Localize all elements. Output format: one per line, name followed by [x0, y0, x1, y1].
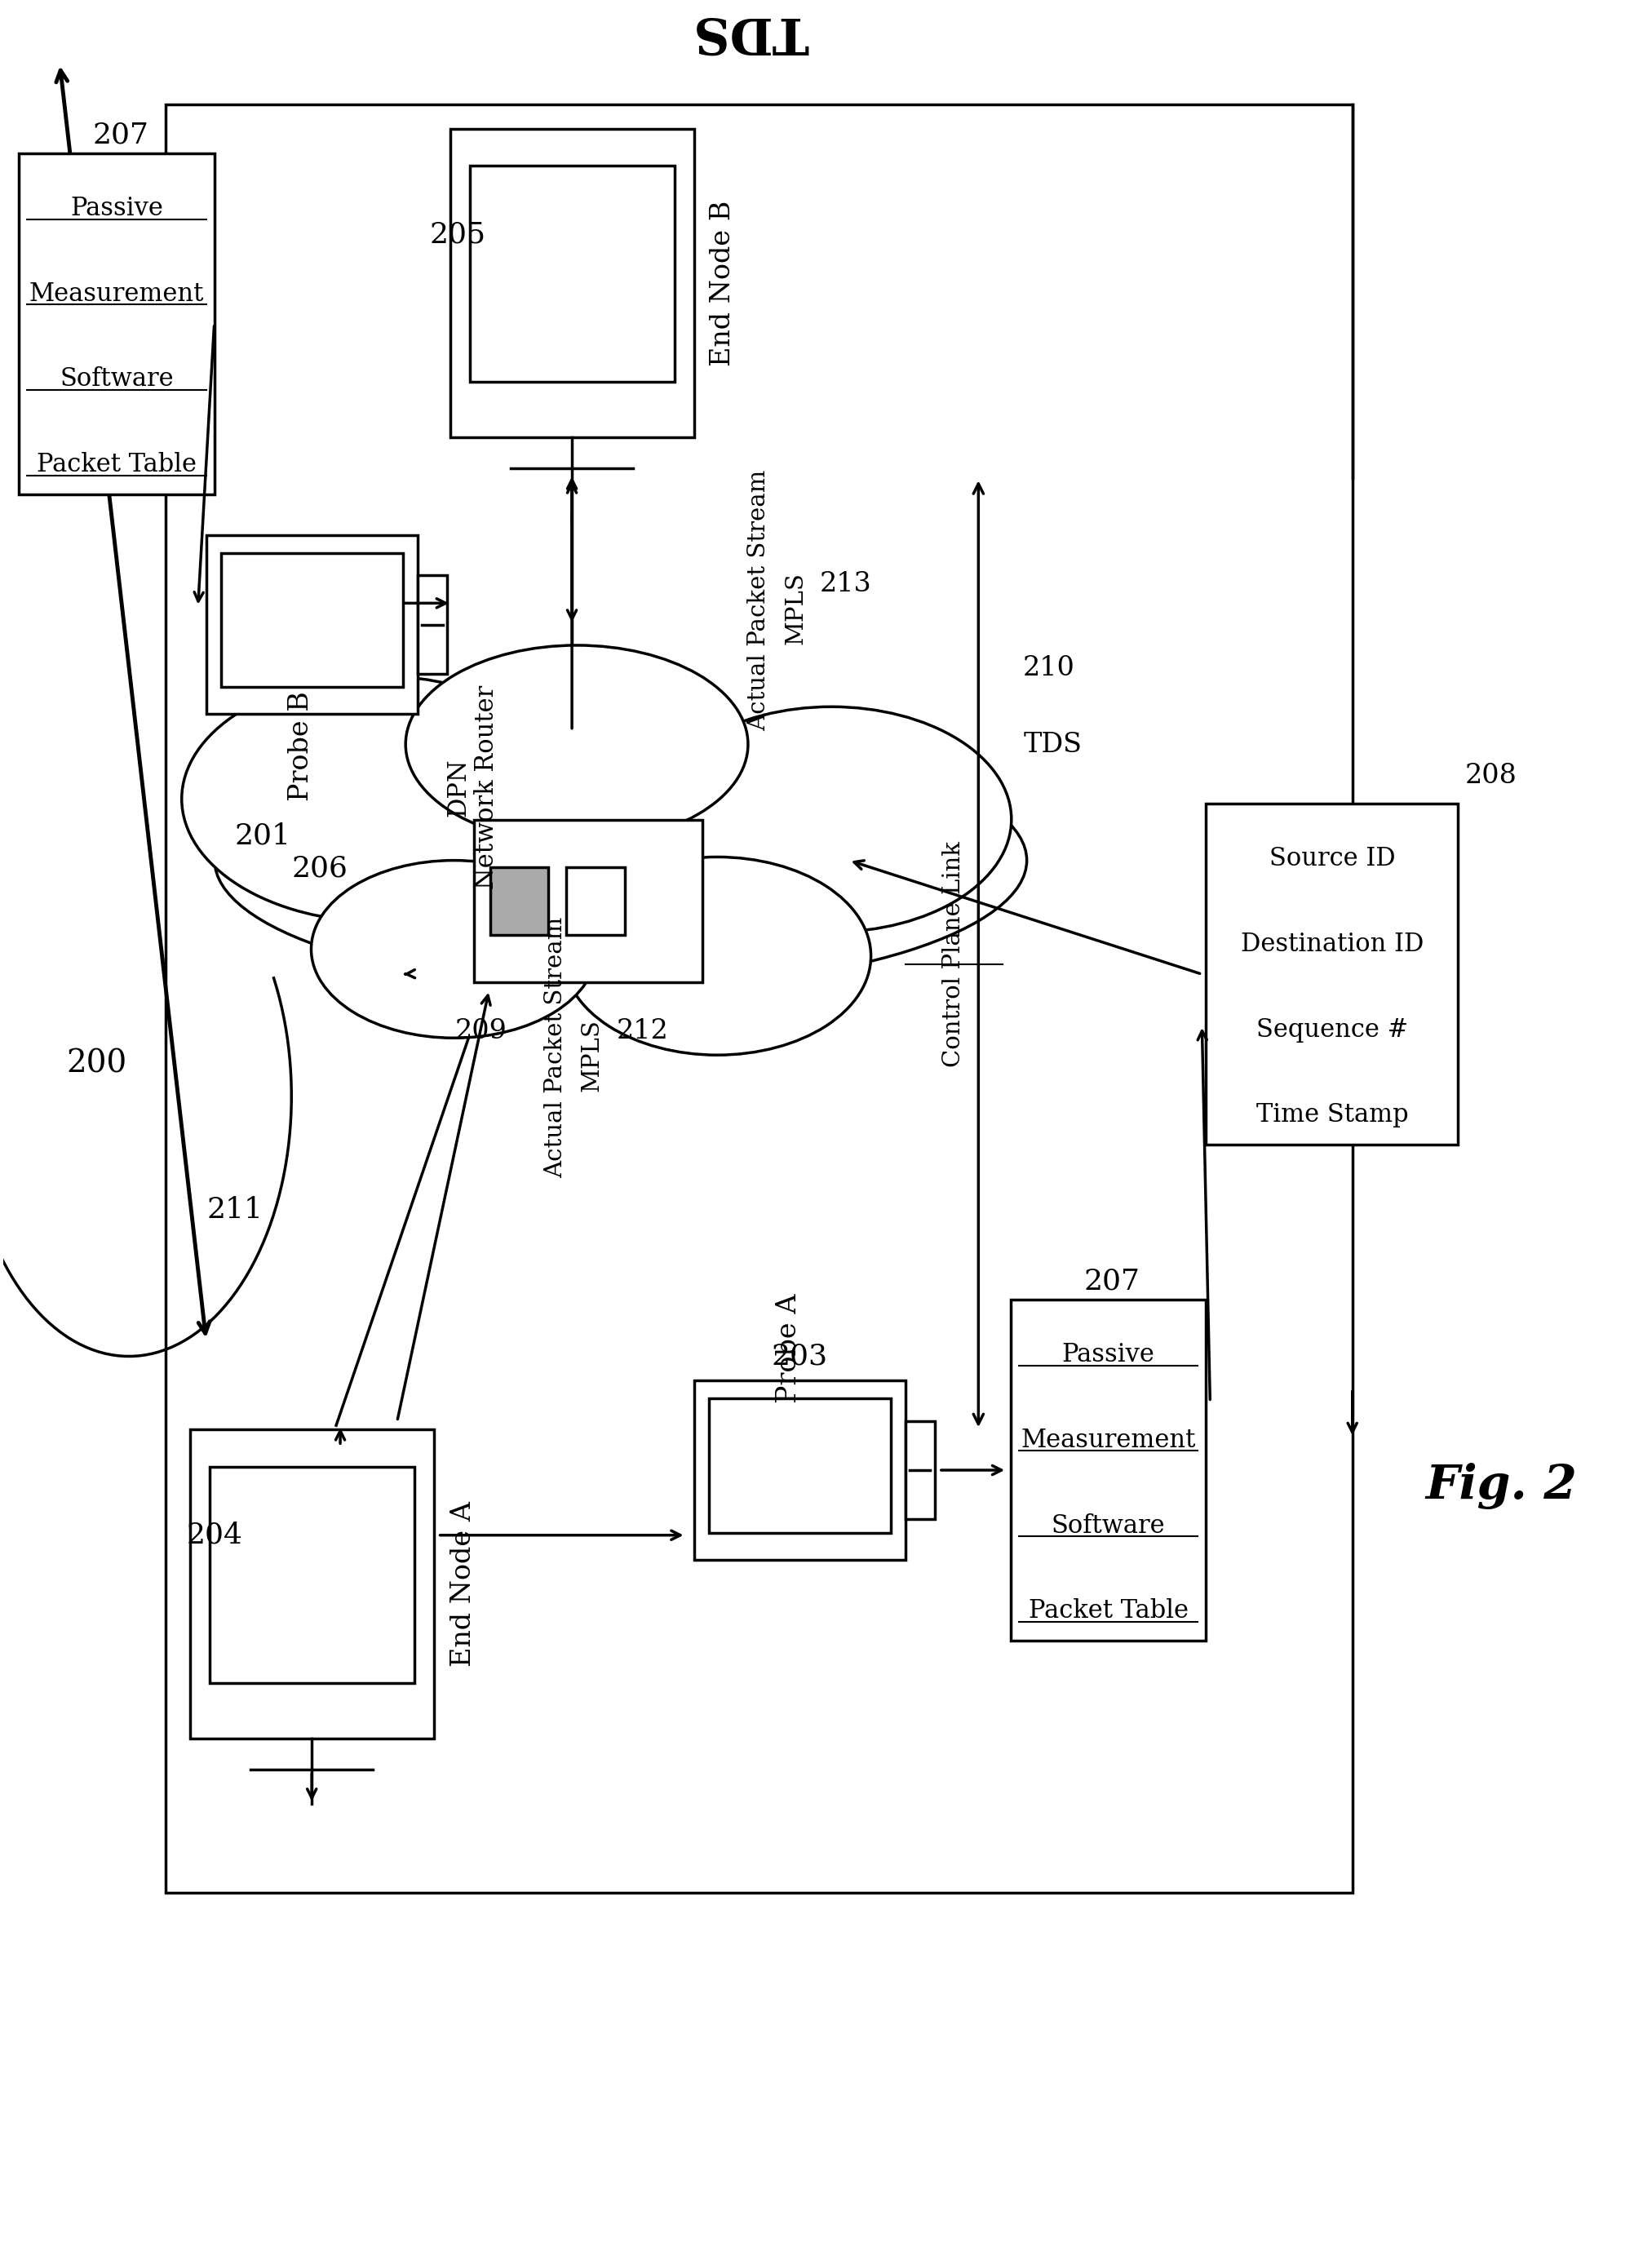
Text: End Node A: End Node A: [450, 1501, 476, 1667]
Text: Packet Table: Packet Table: [1029, 1599, 1188, 1624]
Bar: [450, 129, 693, 438]
Text: 205: 205: [430, 220, 486, 247]
Bar: [205, 535, 417, 714]
Text: Probe A: Probe A: [775, 1293, 802, 1404]
Text: Passive: Passive: [1061, 1343, 1155, 1368]
Text: MPLS: MPLS: [784, 572, 807, 644]
Text: Fig. 2: Fig. 2: [1424, 1463, 1576, 1510]
Text: Network Router: Network Router: [473, 685, 499, 889]
Bar: [470, 166, 674, 381]
Text: Packet Table: Packet Table: [36, 451, 197, 476]
Text: Passive: Passive: [71, 195, 163, 222]
Text: 201: 201: [235, 821, 291, 850]
Text: MPLS: MPLS: [580, 1018, 603, 1091]
Bar: [209, 1467, 414, 1683]
Text: 210: 210: [1022, 655, 1075, 683]
Text: 204: 204: [186, 1522, 242, 1549]
Ellipse shape: [311, 860, 596, 1039]
Ellipse shape: [406, 646, 748, 844]
Bar: [490, 866, 549, 934]
Ellipse shape: [215, 733, 1027, 989]
Text: Source ID: Source ID: [1268, 846, 1395, 871]
Bar: [220, 553, 403, 687]
Text: 207: 207: [92, 122, 148, 150]
Bar: [417, 576, 447, 674]
Bar: [693, 1381, 905, 1560]
Text: Sequence #: Sequence #: [1255, 1016, 1408, 1043]
Text: 211: 211: [207, 1195, 263, 1225]
Bar: [567, 866, 624, 934]
Text: Software: Software: [59, 367, 174, 392]
Bar: [189, 1429, 434, 1740]
Bar: [1206, 803, 1457, 1145]
Text: Destination ID: Destination ID: [1240, 932, 1423, 957]
Bar: [708, 1399, 891, 1533]
Text: Measurement: Measurement: [1020, 1427, 1196, 1454]
Text: Actual Packet Stream: Actual Packet Stream: [748, 469, 771, 730]
Text: Actual Packet Stream: Actual Packet Stream: [544, 916, 567, 1177]
Text: 209: 209: [455, 1018, 506, 1043]
Text: Software: Software: [1052, 1513, 1165, 1538]
Text: 206: 206: [292, 855, 348, 882]
Ellipse shape: [215, 714, 1027, 1005]
Bar: [166, 104, 1352, 1894]
Text: 203: 203: [771, 1343, 828, 1370]
Text: 208: 208: [1464, 762, 1516, 789]
Text: TDS: TDS: [692, 7, 808, 57]
Text: Time Stamp: Time Stamp: [1255, 1102, 1408, 1127]
Bar: [1010, 1300, 1206, 1640]
Text: 212: 212: [616, 1018, 669, 1043]
Text: DPN: DPN: [445, 758, 470, 816]
Bar: [905, 1422, 935, 1520]
Ellipse shape: [182, 676, 577, 921]
Bar: [20, 154, 214, 494]
Text: Control Plane Link: Control Plane Link: [941, 841, 964, 1066]
Text: TDS: TDS: [1022, 733, 1081, 758]
Text: 200: 200: [66, 1048, 127, 1080]
Ellipse shape: [564, 857, 871, 1055]
Bar: [475, 819, 702, 982]
Text: 213: 213: [820, 572, 871, 596]
Ellipse shape: [651, 708, 1010, 932]
Text: End Node B: End Node B: [710, 200, 736, 365]
Text: 207: 207: [1083, 1268, 1140, 1295]
Text: Probe B: Probe B: [288, 692, 314, 801]
Text: Measurement: Measurement: [30, 281, 204, 306]
